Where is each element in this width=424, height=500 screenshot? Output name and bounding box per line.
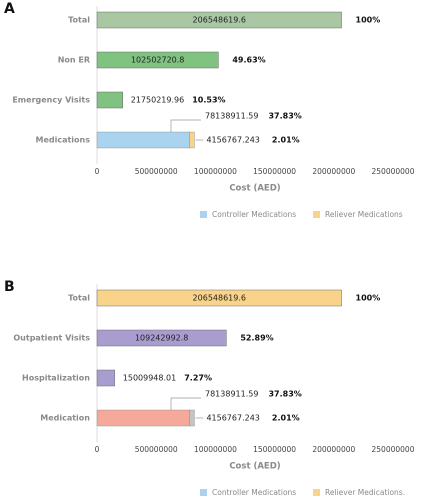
legend-swatch <box>200 489 207 496</box>
panel-label: B <box>4 279 15 295</box>
stack-segment <box>96 131 190 149</box>
value-label: 78138911.59 <box>205 390 258 399</box>
share-label: 52.89% <box>240 334 273 343</box>
value-label: 206548619.6 <box>193 16 246 25</box>
share-label: 37.83% <box>268 390 301 399</box>
category-label: Outpatient Visits <box>13 334 90 343</box>
value-label: 109242992.8 <box>135 334 188 343</box>
share-label: 37.83% <box>268 112 301 121</box>
category-label: Medication <box>40 414 90 423</box>
legend-label: Controller Medications <box>212 488 296 497</box>
bar <box>96 51 219 69</box>
share-label: 100% <box>356 16 381 25</box>
share-label: 49.63% <box>232 56 265 65</box>
value-label: 102502720.8 <box>131 56 184 65</box>
bar <box>96 329 227 347</box>
bar <box>96 11 342 29</box>
leader-line <box>170 397 202 410</box>
x-tick-label: 200000000 <box>312 445 355 454</box>
stack-segment <box>189 409 195 427</box>
category-label: Non ER <box>58 56 90 65</box>
share-label: 100% <box>356 294 381 303</box>
legend-swatch <box>200 211 207 218</box>
category-label: Emergency Visits <box>12 96 90 105</box>
share-label: 2.01% <box>272 136 300 145</box>
legend-label: Reliever Medications. <box>325 488 405 497</box>
category-label: Hospitalization <box>22 374 90 383</box>
x-tick-label: 100000000 <box>194 167 237 176</box>
x-tick-label: 250000000 <box>372 445 415 454</box>
value-label: 78138911.59 <box>205 112 258 121</box>
share-label: 2.01% <box>272 414 300 423</box>
x-tick-label: 500000000 <box>135 445 178 454</box>
value-label: 15009948.01 <box>123 374 176 383</box>
bar <box>96 289 342 307</box>
legend-swatch <box>313 211 320 218</box>
x-tick-label: 250000000 <box>372 167 415 176</box>
category-label: Total <box>68 294 90 303</box>
x-tick-label: 0 <box>95 167 100 176</box>
legend-label: Reliever Medications <box>325 210 403 219</box>
value-label: 4156767.243 <box>206 136 259 145</box>
stack-segment <box>189 131 195 149</box>
share-label: 10.53% <box>192 96 225 105</box>
category-label: Medications <box>35 136 90 145</box>
x-tick-label: 150000000 <box>253 167 296 176</box>
share-label: 7.27% <box>184 374 212 383</box>
value-label: 4156767.243 <box>206 414 259 423</box>
leader-line <box>170 119 202 132</box>
x-axis-label: Cost (AED) <box>229 462 280 472</box>
legend-label: Controller Medications <box>212 210 296 219</box>
category-label: Total <box>68 16 90 25</box>
x-tick-label: 150000000 <box>253 445 296 454</box>
x-tick-label: 0 <box>95 445 100 454</box>
legend-swatch <box>313 489 320 496</box>
value-label: 206548619.6 <box>193 294 246 303</box>
x-tick-label: 100000000 <box>194 445 237 454</box>
x-axis-label: Cost (AED) <box>229 184 280 194</box>
x-tick-label: 200000000 <box>312 167 355 176</box>
bar <box>96 369 116 387</box>
x-tick-label: 500000000 <box>135 167 178 176</box>
bar <box>96 91 124 109</box>
stack-segment <box>96 409 190 427</box>
panel-label: A <box>4 1 15 17</box>
value-label: 21750219.96 <box>131 96 184 105</box>
